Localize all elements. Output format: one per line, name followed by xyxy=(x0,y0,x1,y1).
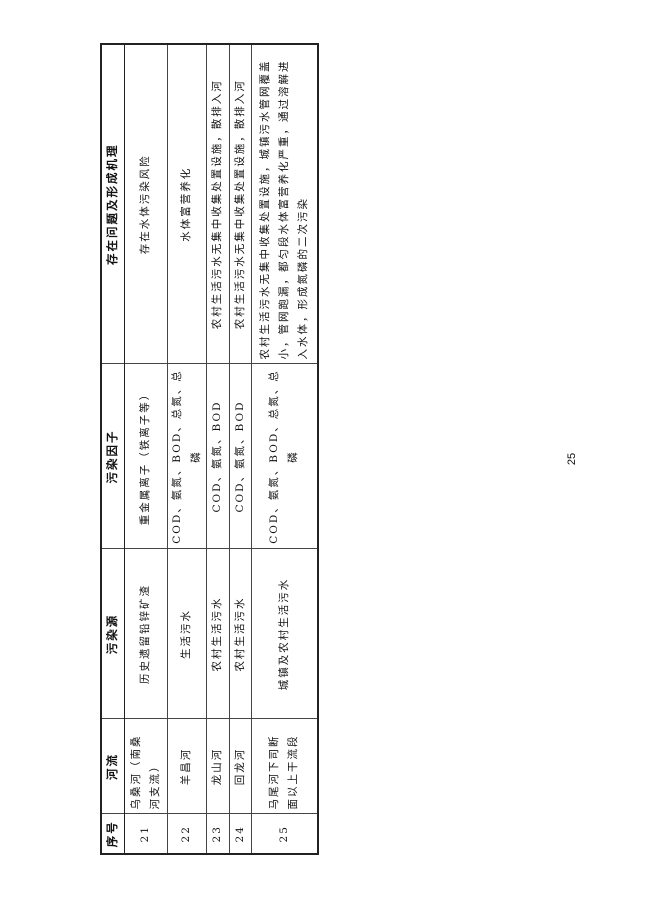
cell-source: 城镇及农村生活污水 xyxy=(251,549,318,719)
cell-river: 龙山河 xyxy=(206,719,229,814)
cell-source: 农村生活污水 xyxy=(206,549,229,719)
table-header-row: 序号 河流 污染源 污染因子 存在问题及形成机理 xyxy=(101,44,124,854)
table-row: 21 乌桑河（南桑河支流） 历史遗留铅锌矿渣 重金属离子（铁离子等） 存在水体污… xyxy=(124,44,167,854)
cell-problem: 存在水体污染风险 xyxy=(124,44,167,364)
header-factor: 污染因子 xyxy=(101,364,124,549)
cell-index: 24 xyxy=(229,814,251,854)
header-problem: 存在问题及形成机理 xyxy=(101,44,124,364)
cell-index: 22 xyxy=(167,814,206,854)
pollution-table: 序号 河流 污染源 污染因子 存在问题及形成机理 21 乌桑河（南桑河支流） 历… xyxy=(100,43,319,855)
cell-factor: 重金属离子（铁离子等） xyxy=(124,364,167,549)
cell-source: 农村生活污水 xyxy=(229,549,251,719)
cell-river: 乌桑河（南桑河支流） xyxy=(124,719,167,814)
cell-factor: COD、氨氮、BOD xyxy=(229,364,251,549)
cell-factor: COD、氨氮、BOD、总氮、总磷 xyxy=(167,364,206,549)
cell-factor: COD、氨氮、BOD xyxy=(206,364,229,549)
cell-index: 21 xyxy=(124,814,167,854)
pollution-table-rotated: 序号 河流 污染源 污染因子 存在问题及形成机理 21 乌桑河（南桑河支流） 历… xyxy=(100,43,319,855)
cell-river: 羊昌河 xyxy=(167,719,206,814)
table-row: 24 回龙河 农村生活污水 COD、氨氮、BOD 农村生活污水无集中收集处置设施… xyxy=(229,44,251,854)
cell-index: 25 xyxy=(251,814,318,854)
cell-factor: COD、氨氮、BOD、总氮、总磷 xyxy=(251,364,318,549)
cell-river: 马尾河下司断面以上干流段 xyxy=(251,719,318,814)
header-source: 污染源 xyxy=(101,549,124,719)
cell-river: 回龙河 xyxy=(229,719,251,814)
cell-problem: 水体富营养化 xyxy=(167,44,206,364)
table-row: 22 羊昌河 生活污水 COD、氨氮、BOD、总氮、总磷 水体富营养化 xyxy=(167,44,206,854)
table-row: 23 龙山河 农村生活污水 COD、氨氮、BOD 农村生活污水无集中收集处置设施… xyxy=(206,44,229,854)
cell-problem: 农村生活污水无集中收集处置设施，城镇污水管网覆盖小，管网跑漏，都匀段水体富营养化… xyxy=(251,44,318,364)
cell-index: 23 xyxy=(206,814,229,854)
header-index: 序号 xyxy=(101,814,124,854)
page-number: 25 xyxy=(566,452,578,466)
cell-problem: 农村生活污水无集中收集处置设施，散排入河 xyxy=(229,44,251,364)
table-row: 25 马尾河下司断面以上干流段 城镇及农村生活污水 COD、氨氮、BOD、总氮、… xyxy=(251,44,318,854)
cell-source: 历史遗留铅锌矿渣 xyxy=(124,549,167,719)
cell-source: 生活污水 xyxy=(167,549,206,719)
header-river: 河流 xyxy=(101,719,124,814)
cell-problem: 农村生活污水无集中收集处置设施，散排入河 xyxy=(206,44,229,364)
